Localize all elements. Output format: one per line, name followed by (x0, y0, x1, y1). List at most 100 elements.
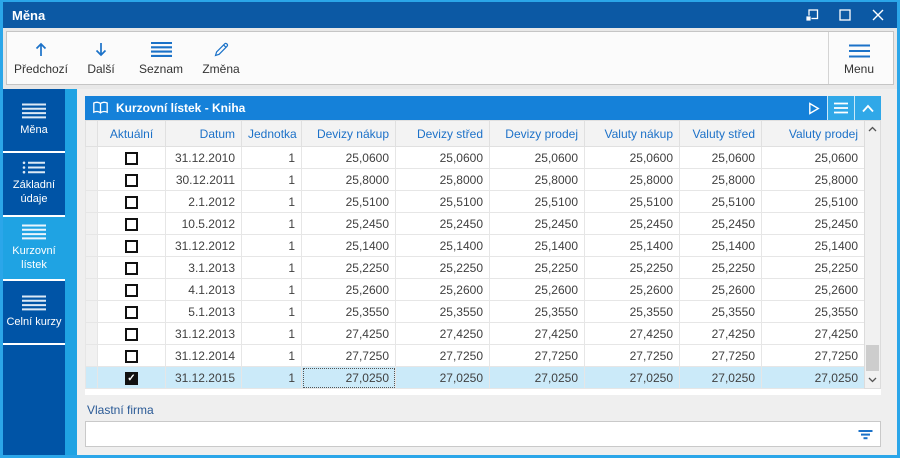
cell-devizy-prodej[interactable]: 27,7250 (489, 344, 585, 367)
cell-aktualni[interactable] (97, 256, 166, 279)
change-button[interactable]: Změna (191, 32, 251, 84)
aktualni-checkbox[interactable] (125, 371, 138, 385)
cell-valuty-prodej[interactable]: 25,5100 (761, 190, 865, 213)
cell-datum[interactable]: 5.1.2013 (165, 300, 242, 323)
table-row[interactable]: 2.1.2012 1 25,5100 25,5100 25,5100 25,5100 25,… (85, 190, 865, 213)
cell-devizy-prodej[interactable]: 27,0250 (489, 366, 585, 389)
column-header-jednotka[interactable]: Jednotka (241, 120, 302, 147)
cell-aktualni[interactable] (97, 344, 166, 367)
aktualni-checkbox[interactable] (125, 217, 138, 231)
panel-menu-icon[interactable] (827, 96, 854, 120)
aktualni-checkbox[interactable] (125, 261, 138, 275)
cell-aktualni[interactable] (97, 300, 166, 323)
table-row[interactable]: 10.5.2012 1 25,2450 25,2450 25,2450 25,2450 25… (85, 212, 865, 235)
column-header-valuty-nakup[interactable]: Valuty nákup (584, 120, 680, 147)
table-row[interactable]: 5.1.2013 1 25,3550 25,3550 25,3550 25,3550 25,… (85, 300, 865, 323)
column-header-valuty-stred[interactable]: Valuty střed (679, 120, 762, 147)
cell-datum[interactable]: 31.12.2012 (165, 234, 242, 257)
cell-jednotka[interactable]: 1 (241, 300, 302, 323)
cell-jednotka[interactable]: 1 (241, 366, 302, 389)
cell-devizy-nakup[interactable]: 27,4250 (301, 322, 396, 345)
cell-aktualni[interactable] (97, 366, 166, 389)
cell-devizy-stred[interactable]: 25,8000 (395, 168, 490, 191)
column-header-datum[interactable]: Datum (165, 120, 242, 147)
cell-datum[interactable]: 31.12.2015 (165, 366, 242, 389)
cell-devizy-prodej[interactable]: 25,0600 (489, 146, 585, 169)
table-row[interactable]: 31.12.2010 1 25,0600 25,0600 25,0600 25,0600 2… (85, 146, 865, 169)
own-company-input[interactable] (86, 422, 851, 446)
cell-jednotka[interactable]: 1 (241, 322, 302, 345)
cell-valuty-nakup[interactable]: 25,1400 (584, 234, 680, 257)
close-button[interactable] (870, 7, 886, 23)
cell-devizy-stred[interactable]: 25,2600 (395, 278, 490, 301)
cell-devizy-stred[interactable]: 25,2250 (395, 256, 490, 279)
cell-valuty-prodej[interactable]: 25,3550 (761, 300, 865, 323)
cell-datum[interactable]: 4.1.2013 (165, 278, 242, 301)
cell-devizy-prodej[interactable]: 25,1400 (489, 234, 585, 257)
cell-devizy-prodej[interactable]: 25,2250 (489, 256, 585, 279)
cell-jednotka[interactable]: 1 (241, 344, 302, 367)
vertical-scrollbar[interactable] (864, 120, 881, 389)
cell-devizy-nakup[interactable]: 27,0250 (301, 366, 396, 389)
cell-datum[interactable]: 30.12.2011 (165, 168, 242, 191)
cell-devizy-stred[interactable]: 27,0250 (395, 366, 490, 389)
cell-jednotka[interactable]: 1 (241, 256, 302, 279)
own-company-combobox[interactable] (85, 421, 881, 447)
cell-valuty-prodej[interactable]: 25,1400 (761, 234, 865, 257)
column-header-devizy-prodej[interactable]: Devizy prodej (489, 120, 585, 147)
cell-valuty-prodej[interactable]: 25,2600 (761, 278, 865, 301)
cell-valuty-prodej[interactable]: 25,8000 (761, 168, 865, 191)
table-row[interactable]: 31.12.2014 1 27,7250 27,7250 27,7250 27,7250 2… (85, 344, 865, 367)
cell-devizy-stred[interactable]: 25,0600 (395, 146, 490, 169)
cell-devizy-prodej[interactable]: 25,2600 (489, 278, 585, 301)
cell-valuty-nakup[interactable]: 25,3550 (584, 300, 680, 323)
cell-aktualni[interactable] (97, 190, 166, 213)
cell-valuty-stred[interactable]: 25,1400 (679, 234, 762, 257)
table-row[interactable]: 31.12.2012 1 25,1400 25,1400 25,1400 25,1400 2… (85, 234, 865, 257)
cell-datum[interactable]: 31.12.2013 (165, 322, 242, 345)
cell-valuty-prodej[interactable]: 27,4250 (761, 322, 865, 345)
cell-valuty-nakup[interactable]: 27,0250 (584, 366, 680, 389)
cell-valuty-stred[interactable]: 25,0600 (679, 146, 762, 169)
cell-valuty-prodej[interactable]: 27,7250 (761, 344, 865, 367)
cell-valuty-stred[interactable]: 25,8000 (679, 168, 762, 191)
table-row[interactable]: 4.1.2013 1 25,2600 25,2600 25,2600 25,2600 25,… (85, 278, 865, 301)
cell-jednotka[interactable]: 1 (241, 190, 302, 213)
cell-valuty-nakup[interactable]: 25,2250 (584, 256, 680, 279)
cell-aktualni[interactable] (97, 234, 166, 257)
cell-valuty-prodej[interactable]: 25,0600 (761, 146, 865, 169)
cell-valuty-stred[interactable]: 25,2450 (679, 212, 762, 235)
cell-devizy-stred[interactable]: 27,7250 (395, 344, 490, 367)
cell-jednotka[interactable]: 1 (241, 234, 302, 257)
cell-devizy-nakup[interactable]: 25,2600 (301, 278, 396, 301)
cell-devizy-stred[interactable]: 25,5100 (395, 190, 490, 213)
cell-jednotka[interactable]: 1 (241, 278, 302, 301)
dock-window-button[interactable] (804, 7, 820, 23)
cell-devizy-nakup[interactable]: 25,0600 (301, 146, 396, 169)
aktualni-checkbox[interactable] (125, 327, 138, 341)
cell-devizy-nakup[interactable]: 25,8000 (301, 168, 396, 191)
maximize-button[interactable] (837, 7, 853, 23)
column-header-devizy-nakup[interactable]: Devizy nákup (301, 120, 396, 147)
cell-jednotka[interactable]: 1 (241, 168, 302, 191)
aktualni-checkbox[interactable] (125, 173, 138, 187)
cell-valuty-prodej[interactable]: 27,0250 (761, 366, 865, 389)
cell-valuty-stred[interactable]: 27,4250 (679, 322, 762, 345)
cell-datum[interactable]: 31.12.2010 (165, 146, 242, 169)
sidebar-item-celni-kurzy[interactable]: Celní kurzy (3, 281, 65, 345)
column-header-aktualni[interactable]: Aktuální (97, 120, 166, 147)
cell-valuty-prodej[interactable]: 25,2450 (761, 212, 865, 235)
scroll-down-button[interactable] (865, 372, 880, 388)
cell-devizy-nakup[interactable]: 27,7250 (301, 344, 396, 367)
previous-button[interactable]: Předchozí (11, 32, 71, 84)
cell-valuty-nakup[interactable]: 25,8000 (584, 168, 680, 191)
cell-aktualni[interactable] (97, 146, 166, 169)
chevron-up-icon[interactable] (854, 96, 881, 120)
scroll-up-button[interactable] (865, 121, 880, 137)
table-row[interactable]: 31.12.2013 1 27,4250 27,4250 27,4250 27,4250 2… (85, 322, 865, 345)
sidebar-item-mena[interactable]: Měna (3, 89, 65, 153)
cell-devizy-stred[interactable]: 25,1400 (395, 234, 490, 257)
cell-devizy-prodej[interactable]: 25,5100 (489, 190, 585, 213)
cell-valuty-stred[interactable]: 25,3550 (679, 300, 762, 323)
aktualni-checkbox[interactable] (125, 283, 138, 297)
